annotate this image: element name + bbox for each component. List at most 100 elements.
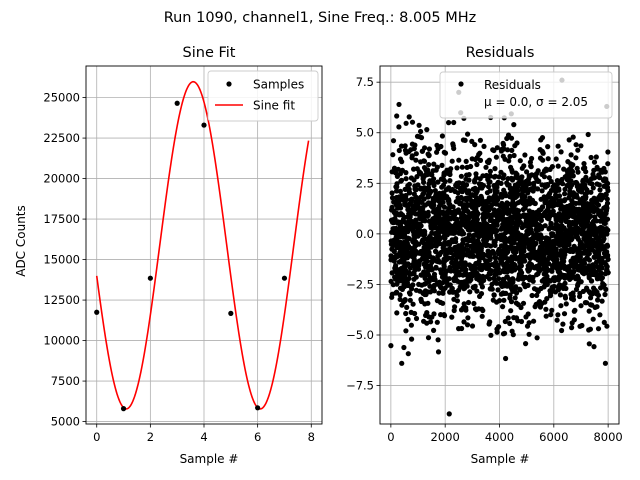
residual-point bbox=[598, 270, 604, 276]
residual-point bbox=[464, 322, 471, 328]
residual-point bbox=[431, 176, 437, 182]
residual-point bbox=[394, 220, 400, 226]
residual-point bbox=[415, 182, 421, 188]
residual-point bbox=[412, 244, 418, 250]
residual-point bbox=[523, 218, 529, 224]
residual-point bbox=[406, 270, 412, 276]
residual-point bbox=[586, 275, 592, 281]
residual-point bbox=[399, 278, 405, 284]
residual-point bbox=[477, 137, 483, 143]
residual-point bbox=[509, 203, 516, 209]
residual-point bbox=[398, 219, 404, 226]
residual-point bbox=[589, 197, 595, 203]
residual-point bbox=[493, 201, 499, 207]
residual-point bbox=[454, 292, 460, 298]
residual-point bbox=[418, 186, 424, 192]
residual-point bbox=[411, 258, 417, 265]
residual-point bbox=[598, 265, 604, 271]
residual-point bbox=[512, 255, 518, 261]
residual-point bbox=[548, 178, 554, 185]
residual-point bbox=[422, 275, 428, 281]
residual-point bbox=[413, 211, 419, 217]
residual-point bbox=[501, 246, 507, 252]
residual-point bbox=[519, 174, 525, 180]
residual-point bbox=[462, 279, 468, 285]
residual-point bbox=[494, 263, 500, 269]
sample-point bbox=[147, 275, 153, 281]
residual-point bbox=[544, 257, 551, 263]
residual-point bbox=[446, 120, 452, 126]
residual-point bbox=[583, 202, 589, 208]
residual-point bbox=[458, 222, 464, 228]
residual-point bbox=[458, 173, 464, 179]
residual-point bbox=[426, 200, 432, 206]
residual-point bbox=[503, 221, 509, 227]
residual-point bbox=[563, 213, 569, 219]
legend-residuals-label: Residuals bbox=[484, 78, 541, 92]
residual-point bbox=[456, 157, 462, 163]
residual-point bbox=[524, 252, 531, 258]
residual-point bbox=[453, 221, 459, 227]
residual-point bbox=[470, 186, 476, 192]
residual-point bbox=[425, 185, 431, 192]
residual-point bbox=[487, 188, 493, 194]
residual-point bbox=[511, 122, 517, 128]
residual-point bbox=[583, 238, 589, 244]
residual-point bbox=[483, 258, 489, 264]
residual-point bbox=[452, 304, 458, 310]
residual-point bbox=[426, 314, 432, 320]
residual-point bbox=[500, 304, 506, 310]
residual-point bbox=[430, 287, 436, 293]
residual-point bbox=[590, 205, 596, 211]
residual-point bbox=[395, 273, 401, 279]
residual-point bbox=[429, 230, 435, 236]
residual-point bbox=[509, 147, 515, 153]
residual-point bbox=[396, 124, 402, 130]
residual-point bbox=[528, 163, 534, 169]
legend-samples-marker bbox=[226, 81, 232, 87]
residual-point bbox=[588, 154, 594, 161]
residual-point bbox=[474, 155, 480, 161]
residual-point bbox=[542, 223, 548, 229]
residual-point bbox=[539, 188, 545, 194]
residual-point bbox=[460, 250, 467, 256]
residual-point bbox=[452, 230, 458, 236]
residual-point bbox=[412, 142, 418, 148]
residual-point bbox=[432, 188, 438, 194]
residual-point bbox=[498, 191, 504, 197]
residual-point bbox=[524, 169, 530, 175]
residual-point bbox=[435, 179, 441, 185]
residual-point bbox=[399, 265, 405, 271]
residuals-ytick-label: −2.5 bbox=[346, 277, 374, 291]
sine-fit-legend: Samples Sine fit bbox=[207, 70, 319, 122]
residual-point bbox=[465, 276, 471, 282]
residual-point bbox=[558, 224, 564, 230]
residual-point bbox=[435, 337, 441, 343]
residual-point bbox=[488, 216, 494, 222]
residual-point bbox=[576, 278, 582, 284]
residual-point bbox=[559, 176, 565, 183]
residual-point bbox=[407, 297, 413, 303]
residual-point bbox=[469, 266, 475, 272]
residual-point bbox=[521, 281, 527, 287]
residual-point bbox=[415, 262, 421, 268]
residual-point bbox=[566, 219, 572, 225]
residual-point bbox=[558, 242, 564, 248]
residual-point bbox=[444, 256, 450, 262]
residual-point bbox=[488, 332, 494, 338]
residual-point bbox=[483, 221, 489, 227]
residual-point bbox=[507, 320, 513, 327]
residual-point bbox=[464, 164, 470, 170]
residual-point bbox=[522, 241, 528, 247]
residuals-ytick-label: −7.5 bbox=[346, 379, 374, 393]
residual-point bbox=[557, 292, 564, 298]
residual-point bbox=[436, 227, 442, 233]
residual-point bbox=[479, 225, 485, 231]
residual-point bbox=[442, 239, 448, 245]
residual-point bbox=[499, 283, 505, 289]
residual-point bbox=[439, 133, 445, 139]
residual-point bbox=[550, 265, 556, 271]
residual-point bbox=[405, 219, 411, 225]
residual-point bbox=[594, 197, 600, 203]
sine-fit-ytick-label: 17500 bbox=[43, 212, 80, 226]
